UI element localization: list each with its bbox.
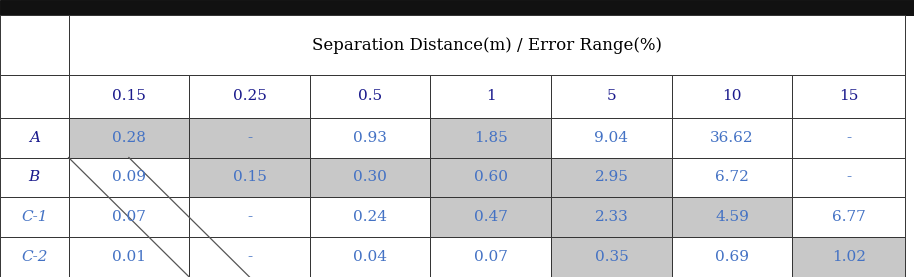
Text: -: -	[247, 210, 252, 224]
Bar	[189, 75, 310, 118]
Bar	[792, 197, 905, 237]
Text: 0.04: 0.04	[353, 250, 388, 264]
Bar	[430, 75, 551, 118]
Text: 6.77: 6.77	[832, 210, 866, 224]
Text: 2.33: 2.33	[595, 210, 628, 224]
Text: 2.95: 2.95	[594, 170, 629, 184]
Bar	[69, 158, 189, 197]
Text: C-2: C-2	[21, 250, 48, 264]
Bar	[0, 237, 69, 277]
Bar	[69, 237, 189, 277]
Text: C-1: C-1	[21, 210, 48, 224]
Text: 0.09: 0.09	[112, 170, 146, 184]
Bar	[0, 75, 69, 118]
Text: 9.04: 9.04	[594, 131, 629, 145]
Bar	[0, 158, 69, 197]
Text: 0.69: 0.69	[715, 250, 749, 264]
Bar	[792, 237, 905, 277]
Text: 10: 10	[722, 89, 742, 103]
Bar	[69, 15, 905, 75]
Bar	[0, 197, 69, 237]
Bar	[189, 118, 310, 158]
Bar	[792, 158, 905, 197]
Bar	[551, 118, 672, 158]
Bar	[792, 118, 905, 158]
Bar	[310, 118, 430, 158]
Bar	[189, 197, 310, 237]
Bar	[672, 237, 792, 277]
Text: 0.24: 0.24	[353, 210, 388, 224]
Text: 0.5: 0.5	[358, 89, 382, 103]
Bar	[310, 75, 430, 118]
Text: -: -	[247, 250, 252, 264]
Bar	[551, 237, 672, 277]
Bar	[551, 75, 672, 118]
Text: A: A	[28, 131, 40, 145]
Bar	[672, 75, 792, 118]
Text: 0.07: 0.07	[473, 250, 508, 264]
Text: 6.72: 6.72	[715, 170, 749, 184]
Bar	[0, 118, 69, 158]
Bar	[69, 197, 189, 237]
Bar	[672, 118, 792, 158]
Bar	[672, 197, 792, 237]
Bar	[189, 237, 310, 277]
Bar	[430, 237, 551, 277]
Text: 36.62: 36.62	[710, 131, 754, 145]
Bar	[69, 118, 189, 158]
Bar	[430, 158, 551, 197]
Text: 0.60: 0.60	[473, 170, 508, 184]
Bar	[0, 0, 914, 15]
Text: -: -	[846, 170, 851, 184]
Text: 0.47: 0.47	[473, 210, 508, 224]
Bar	[672, 158, 792, 197]
Bar	[69, 75, 189, 118]
Text: Separation Distance(m) / Error Range(%): Separation Distance(m) / Error Range(%)	[312, 37, 662, 53]
Bar	[310, 197, 430, 237]
Text: 0.28: 0.28	[112, 131, 146, 145]
Text: -: -	[247, 131, 252, 145]
Bar	[310, 158, 430, 197]
Text: 0.30: 0.30	[353, 170, 388, 184]
Text: 0.07: 0.07	[112, 210, 146, 224]
Text: 15: 15	[839, 89, 858, 103]
Text: 0.93: 0.93	[353, 131, 388, 145]
Text: 0.15: 0.15	[232, 170, 267, 184]
Text: 1: 1	[486, 89, 495, 103]
Bar	[0, 15, 69, 75]
Bar	[551, 197, 672, 237]
Text: 0.35: 0.35	[595, 250, 628, 264]
Text: 0.01: 0.01	[112, 250, 146, 264]
Bar	[551, 158, 672, 197]
Text: B: B	[28, 170, 40, 184]
Bar	[430, 197, 551, 237]
Text: 1.02: 1.02	[832, 250, 866, 264]
Bar	[792, 75, 905, 118]
Text: 0.15: 0.15	[112, 89, 146, 103]
Bar	[310, 237, 430, 277]
Text: 0.25: 0.25	[232, 89, 267, 103]
Text: 5: 5	[607, 89, 616, 103]
Text: 1.85: 1.85	[474, 131, 507, 145]
Bar	[189, 158, 310, 197]
Text: 4.59: 4.59	[715, 210, 749, 224]
Text: -: -	[846, 131, 851, 145]
Bar	[430, 118, 551, 158]
